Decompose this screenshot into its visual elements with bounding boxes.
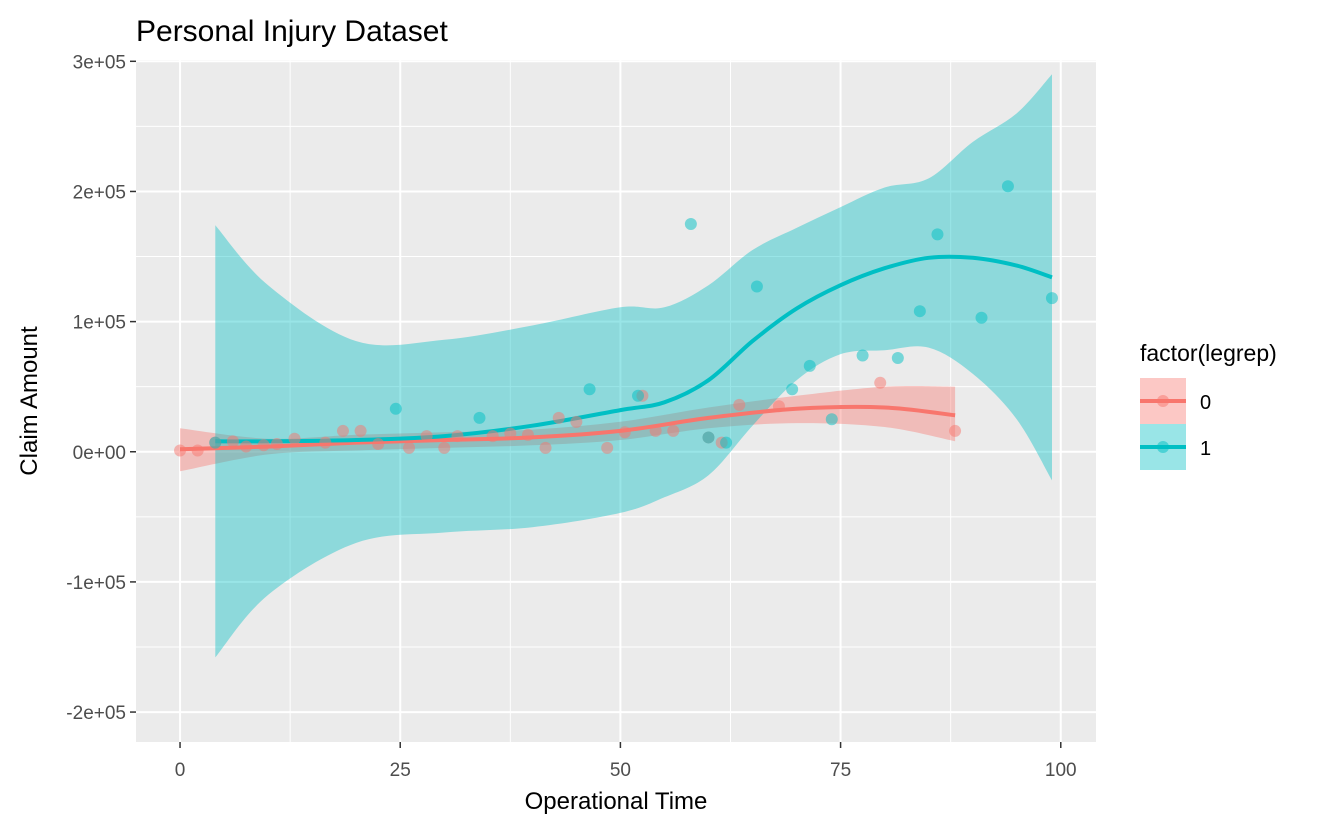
data-points	[174, 180, 1058, 457]
data-point-0	[570, 415, 583, 428]
y-tick-label: 0e+00	[73, 443, 126, 464]
data-point-0	[174, 444, 187, 457]
data-point-1	[856, 349, 869, 362]
data-point-0	[874, 376, 887, 389]
y-tick-label: -1e+05	[66, 573, 126, 594]
data-point-1	[825, 413, 838, 426]
legend-label-0: 0	[1200, 392, 1211, 414]
x-tick-label: 75	[830, 760, 851, 781]
confidence-bands	[180, 74, 1053, 658]
data-point-0	[618, 426, 631, 439]
data-point-0	[288, 432, 301, 445]
data-point-1	[786, 383, 799, 396]
data-point-0	[372, 437, 385, 450]
data-point-1	[891, 352, 904, 365]
x-tick-label: 25	[390, 760, 411, 781]
data-point-0	[949, 424, 962, 437]
data-point-1	[389, 402, 402, 415]
y-axis: -2e+05 -1e+05 0e+00 1e+05 2e+05 3e+05	[66, 52, 136, 724]
confidence-band-0	[180, 386, 956, 472]
data-point-1	[583, 383, 596, 396]
data-point-0	[354, 424, 367, 437]
data-point-0	[240, 440, 253, 453]
confidence-band-1	[215, 74, 1053, 658]
legend-key-1-point	[1157, 441, 1169, 453]
chart-title: Personal Injury Dataset	[136, 15, 448, 48]
data-point-0	[521, 428, 534, 441]
data-point-0	[257, 439, 270, 452]
data-point-1	[684, 217, 697, 230]
data-point-0	[772, 400, 785, 413]
data-point-1	[209, 436, 222, 449]
x-tick-label: 50	[610, 760, 631, 781]
data-point-0	[539, 441, 552, 454]
data-point-0	[552, 411, 565, 424]
x-tick-label: 0	[175, 760, 186, 781]
data-point-1	[750, 280, 763, 293]
plot-panel	[136, 60, 1096, 742]
smooth-line-0	[179, 404, 956, 452]
data-point-0	[451, 430, 464, 443]
data-point-0	[601, 441, 614, 454]
data-point-0	[403, 441, 416, 454]
data-point-0	[420, 430, 433, 443]
data-point-0	[226, 435, 239, 448]
data-point-0	[649, 424, 662, 437]
data-point-0	[504, 427, 517, 440]
y-tick-label: 3e+05	[73, 52, 126, 73]
legend-entry-1: 1	[1140, 424, 1211, 470]
smooth-lines	[179, 254, 1053, 452]
y-axis-title: Claim Amount	[16, 326, 43, 476]
legend-label-1: 1	[1200, 438, 1211, 460]
data-point-1	[1045, 292, 1058, 305]
data-point-1	[473, 411, 486, 424]
data-point-1	[720, 436, 733, 449]
legend-entry-0: 0	[1140, 378, 1211, 424]
legend: factor(legrep) 0 1	[1140, 340, 1277, 470]
data-point-0	[438, 441, 451, 454]
y-tick-label: 1e+05	[73, 313, 126, 334]
y-tick-label: 2e+05	[73, 182, 126, 203]
data-point-1	[702, 431, 715, 444]
data-point-0	[733, 398, 746, 411]
data-point-1	[632, 389, 645, 402]
grid-lines	[136, 60, 1096, 742]
data-point-0	[667, 424, 680, 437]
data-point-1	[931, 228, 944, 241]
legend-key-0-point	[1157, 395, 1169, 407]
data-point-1	[803, 359, 816, 372]
data-point-1	[913, 305, 926, 318]
y-tick-label: -2e+05	[66, 703, 126, 724]
data-point-1	[975, 311, 988, 324]
legend-title: factor(legrep)	[1140, 340, 1277, 366]
smooth-line-1	[215, 254, 1053, 444]
data-point-0	[319, 436, 332, 449]
x-tick-label: 100	[1045, 760, 1077, 781]
x-axis-title: Operational Time	[525, 788, 708, 815]
data-point-0	[336, 424, 349, 437]
data-point-0	[270, 437, 283, 450]
x-axis: 0 25 50 75 100	[175, 742, 1077, 781]
data-point-0	[486, 430, 499, 443]
data-point-1	[1001, 180, 1014, 193]
data-point-0	[191, 444, 204, 457]
